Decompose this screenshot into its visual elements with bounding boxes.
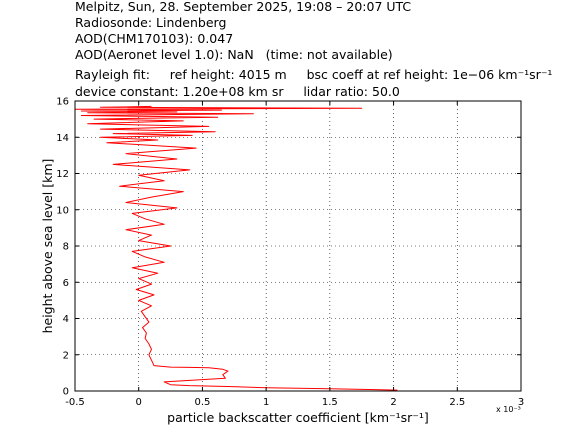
chart-title-line-5: Rayleigh fit: ref height: 4015 m bsc coe… — [75, 67, 553, 82]
y-tick-label: 4 — [63, 314, 69, 325]
chart-title-line-2: Radiosonde: Lindenberg — [75, 15, 227, 30]
y-tick-label: 14 — [56, 133, 69, 144]
y-axis-label: height above sea level [km] — [40, 159, 55, 334]
x-tick-label: 0 — [136, 397, 142, 408]
x-tick-label: 3 — [518, 397, 524, 408]
y-tick-label: 10 — [56, 205, 69, 216]
chart-title-line-1: Melpitz, Sun, 28. September 2025, 19:08 … — [75, 0, 412, 14]
y-tick-label: 2 — [63, 350, 69, 361]
backscatter-profile-line — [74, 105, 398, 391]
chart-title-line-4: AOD(Aeronet level 1.0): NaN (time: not a… — [75, 47, 393, 62]
chart-title-line-6: device constant: 1.20e+08 km sr lidar ra… — [75, 84, 400, 99]
y-tick-label: 8 — [63, 242, 69, 253]
x-ticks: -0.5 0 0.5 1 1.5 2 2.5 3 — [65, 101, 524, 408]
y-tick-label: 6 — [63, 278, 69, 289]
x-tick-label: 1.5 — [322, 397, 338, 408]
series-layer — [74, 105, 398, 391]
y-ticks: 0 2 4 6 8 10 12 14 16 — [56, 97, 521, 398]
x-axis-label: particle backscatter coefficient [km⁻¹sr… — [167, 410, 429, 425]
x-tick-label: -0.5 — [65, 397, 85, 408]
y-tick-label: 12 — [56, 169, 69, 180]
chart-title-line-3: AOD(CHM170103): 0.047 — [75, 31, 234, 46]
x-tick-label: 2.5 — [449, 397, 465, 408]
x-tick-label: 1 — [263, 397, 269, 408]
x-tick-label: 0.5 — [194, 397, 210, 408]
x-axis-multiplier: x 10⁻³ — [496, 405, 521, 414]
y-tick-label: 0 — [63, 387, 69, 398]
x-tick-label: 2 — [390, 397, 396, 408]
y-tick-label: 16 — [56, 97, 69, 108]
